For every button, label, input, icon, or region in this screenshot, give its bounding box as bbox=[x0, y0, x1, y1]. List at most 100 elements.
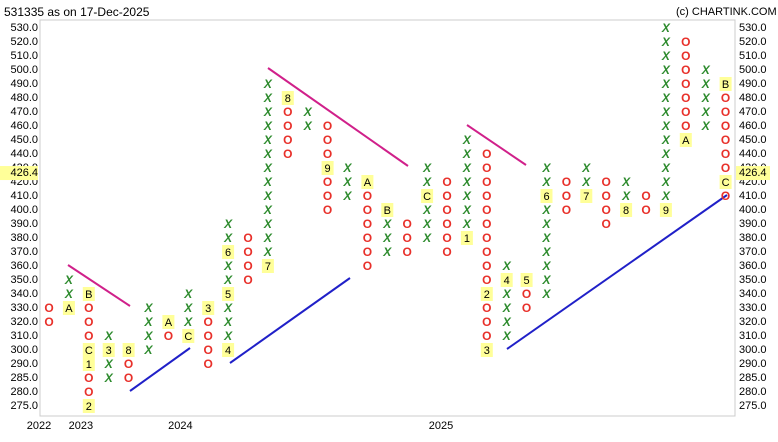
pnf-column: OOO bbox=[403, 217, 412, 259]
y-tick-label: 340.0 bbox=[10, 288, 38, 300]
x-box: X bbox=[541, 245, 551, 259]
month-marker-box bbox=[281, 91, 294, 105]
pnf-column: OOO bbox=[562, 175, 571, 217]
o-box: O bbox=[323, 203, 332, 217]
o-box: O bbox=[721, 91, 730, 105]
y-tick-label-right: 520.0 bbox=[739, 36, 767, 48]
y-tick-label: 510.0 bbox=[10, 50, 38, 62]
month-marker: 6 bbox=[543, 191, 549, 203]
o-box: O bbox=[721, 119, 730, 133]
o-box: O bbox=[243, 231, 252, 245]
month-marker-box bbox=[719, 77, 732, 91]
o-box: O bbox=[84, 371, 93, 385]
pnf-column: XX bbox=[303, 105, 313, 133]
x-box: X bbox=[541, 217, 551, 231]
x-box: X bbox=[502, 315, 512, 329]
o-box: O bbox=[681, 35, 690, 49]
month-marker: 8 bbox=[285, 93, 291, 105]
pnf-column: XX 8 bbox=[620, 175, 633, 217]
x-box: X bbox=[541, 175, 551, 189]
x-box: X bbox=[502, 301, 512, 315]
x-box: X bbox=[701, 63, 711, 77]
month-marker: B bbox=[85, 289, 92, 301]
o-box: O bbox=[482, 259, 491, 273]
x-box: X bbox=[462, 175, 472, 189]
x-box: X bbox=[263, 77, 273, 91]
x-box: X bbox=[263, 217, 273, 231]
watermark: (c) CHARTINK.COM bbox=[676, 6, 777, 18]
o-box: O bbox=[84, 385, 93, 399]
x-box: X bbox=[382, 217, 392, 231]
x-box: X bbox=[342, 189, 352, 203]
o-box: O bbox=[403, 231, 412, 245]
month-marker: A bbox=[682, 135, 690, 147]
o-box: O bbox=[721, 105, 730, 119]
month-marker: 2 bbox=[484, 289, 490, 301]
o-box: O bbox=[482, 301, 491, 315]
x-box: X bbox=[263, 147, 273, 161]
o-box: O bbox=[562, 175, 571, 189]
x-box: X bbox=[143, 301, 153, 315]
y-tick-label: 520.0 bbox=[10, 36, 38, 48]
month-marker: 5 bbox=[225, 289, 231, 301]
o-box: O bbox=[323, 189, 332, 203]
month-marker-box bbox=[82, 287, 95, 301]
y-tick-label-right: 400.0 bbox=[739, 204, 767, 216]
x-box: X bbox=[661, 147, 671, 161]
x-box: X bbox=[263, 91, 273, 105]
o-box: O bbox=[482, 161, 491, 175]
x-box: X bbox=[263, 175, 273, 189]
x-box: X bbox=[263, 203, 273, 217]
month-marker-box bbox=[520, 273, 533, 287]
support-line bbox=[506, 194, 728, 350]
month-marker: 6 bbox=[225, 247, 231, 259]
pnf-column: XX 7 bbox=[580, 161, 593, 203]
x-box: X bbox=[303, 119, 313, 133]
o-box: O bbox=[323, 119, 332, 133]
month-marker: A bbox=[364, 177, 372, 189]
month-marker-box bbox=[540, 189, 553, 203]
y-tick-label-right: 440.0 bbox=[739, 148, 767, 160]
x-box: X bbox=[223, 259, 233, 273]
x-box: X bbox=[183, 287, 193, 301]
x-box: X bbox=[661, 49, 671, 63]
y-tick-label: 470.0 bbox=[10, 106, 38, 118]
o-box: O bbox=[482, 147, 491, 161]
o-box: O bbox=[363, 259, 372, 273]
y-tick-label-right: 330.0 bbox=[739, 302, 767, 314]
o-box: O bbox=[482, 329, 491, 343]
x-box: X bbox=[422, 175, 432, 189]
y-tick-label-right: 480.0 bbox=[739, 92, 767, 104]
o-box: O bbox=[363, 217, 372, 231]
o-box: O bbox=[721, 133, 730, 147]
y-tick-label-right: 500.0 bbox=[739, 64, 767, 76]
month-marker: 4 bbox=[504, 275, 510, 287]
x-box: X bbox=[104, 357, 114, 371]
y-tick-label: 360.0 bbox=[10, 260, 38, 272]
x-box: X bbox=[701, 119, 711, 133]
month-marker-box bbox=[82, 399, 95, 413]
x-box: X bbox=[502, 287, 512, 301]
support-line bbox=[229, 277, 351, 364]
x-box: X bbox=[223, 301, 233, 315]
o-box: O bbox=[681, 91, 690, 105]
o-box: O bbox=[681, 49, 690, 63]
o-box: O bbox=[323, 175, 332, 189]
o-box: O bbox=[522, 301, 531, 315]
y-tick-label-right: 360.0 bbox=[739, 260, 767, 272]
y-tick-label: 500.0 bbox=[10, 64, 38, 76]
month-marker-box bbox=[62, 301, 75, 315]
x-box: X bbox=[263, 105, 273, 119]
